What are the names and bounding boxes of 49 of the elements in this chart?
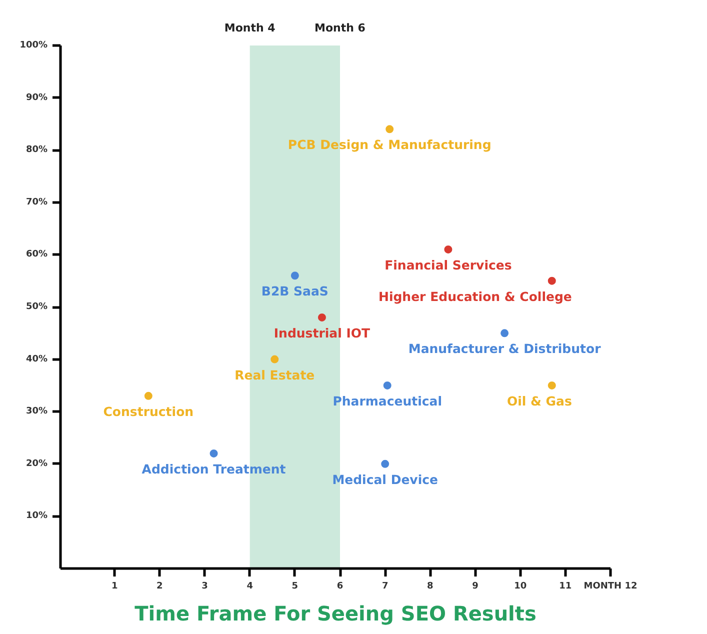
x-tick-label: 5 xyxy=(292,582,298,592)
point xyxy=(318,313,326,322)
x-tick-label: 1 xyxy=(111,582,118,592)
text: Time Frame For Seeing SEO Results xyxy=(134,602,536,626)
point xyxy=(381,460,390,468)
y-tick-label: 100% xyxy=(20,40,48,50)
series-label: Real Estate xyxy=(234,367,315,382)
series-label: Addiction Treatment xyxy=(142,461,286,476)
point xyxy=(444,245,452,254)
y-tick-label: 50% xyxy=(26,302,48,312)
series-label: Medical Device xyxy=(332,472,438,487)
text: Month 6 xyxy=(314,22,366,34)
point xyxy=(210,449,218,458)
x-tick-label: 2 xyxy=(156,582,163,592)
y-tick-label: 80% xyxy=(26,145,48,156)
x-tick-label: MONTH 12 xyxy=(584,582,638,592)
y-tick-label: 10% xyxy=(26,511,48,522)
x-tick-label: 10 xyxy=(514,582,527,592)
x-tick-label: 6 xyxy=(336,582,344,592)
point xyxy=(500,329,509,338)
point xyxy=(144,392,152,400)
series-label: PCB Design & Manufacturing xyxy=(288,137,492,152)
series-label: Industrial IOT xyxy=(274,325,371,340)
y-tick-label: 70% xyxy=(26,197,48,208)
series-label: Higher Education & College xyxy=(378,288,572,304)
point xyxy=(270,355,279,364)
y-tick-label: 40% xyxy=(26,354,48,364)
series-label: Pharmaceutical xyxy=(332,393,442,408)
y-tick-label: 60% xyxy=(26,250,48,260)
series-label: Manufacturer & Distributor xyxy=(408,341,602,356)
y-tick-label: 30% xyxy=(26,406,48,417)
series-label: B2B SaaS xyxy=(261,284,328,299)
x-tick-label: 11 xyxy=(559,582,572,592)
series-label: Oil & Gas xyxy=(506,393,572,408)
series-label: Financial Services xyxy=(384,257,512,272)
point xyxy=(383,381,392,390)
text: Month 4 xyxy=(224,22,276,34)
y-tick-label: 90% xyxy=(26,92,48,103)
x-tick-label: 9 xyxy=(472,582,478,592)
series-label: Construction xyxy=(103,404,194,419)
y-tick-label: 20% xyxy=(26,458,48,469)
x-tick-label: 3 xyxy=(202,582,208,592)
point xyxy=(386,125,394,134)
point xyxy=(290,272,299,280)
point xyxy=(548,276,556,285)
point xyxy=(548,381,556,390)
x-tick-label: 8 xyxy=(427,582,434,592)
x-tick-label: 4 xyxy=(246,582,253,592)
x-tick-label: 7 xyxy=(382,582,388,592)
